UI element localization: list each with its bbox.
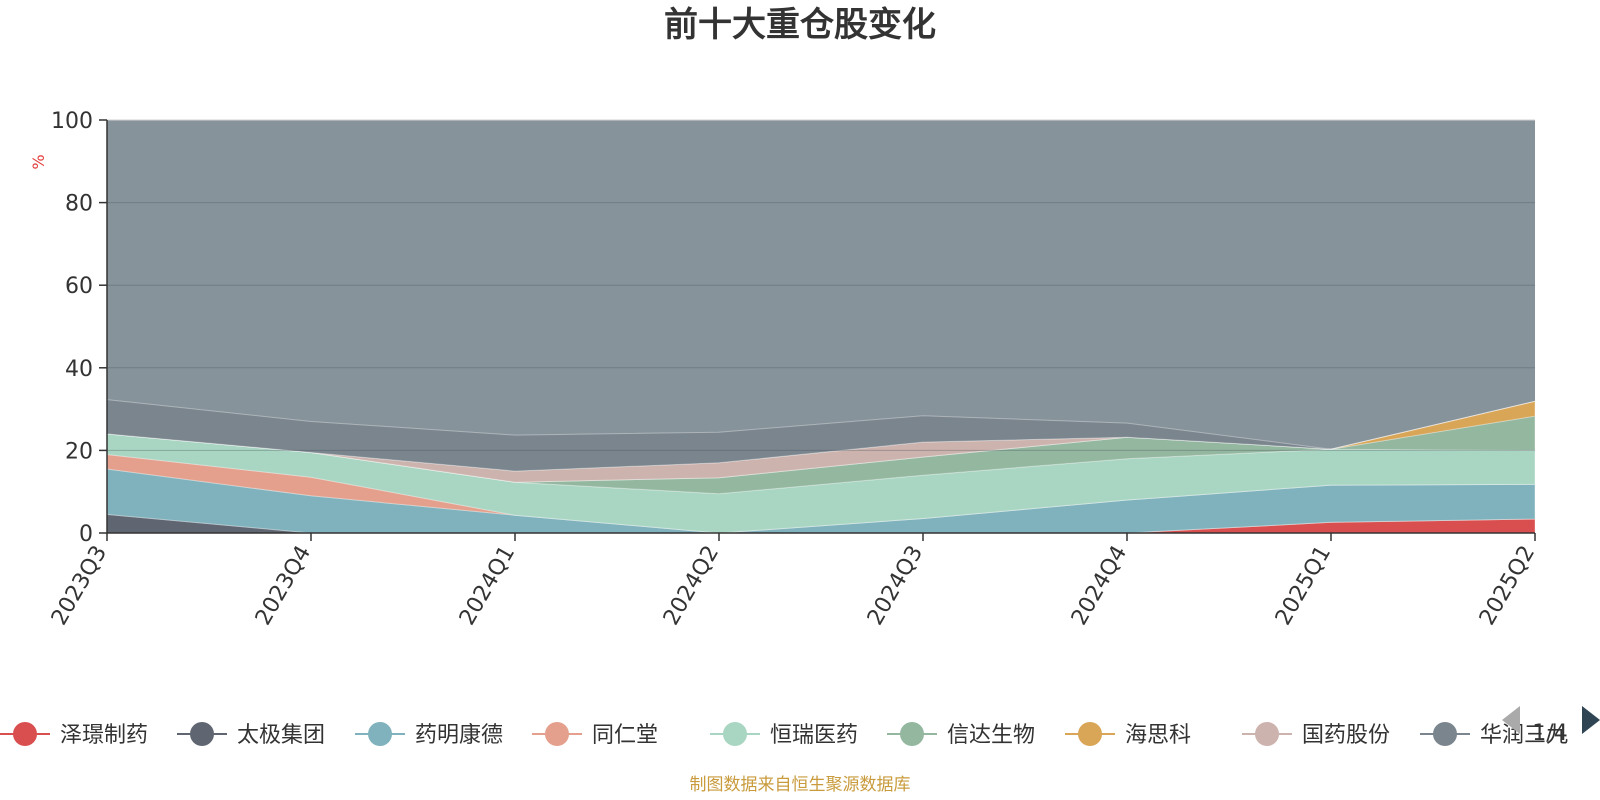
legend-marker-icon	[368, 722, 392, 746]
legend-marker-icon	[190, 722, 214, 746]
y-tick-label: 80	[65, 192, 93, 217]
legend-item-5[interactable]: 恒瑞医药	[710, 722, 858, 748]
x-tick-label: 2025Q2	[1475, 542, 1540, 630]
legend-item-9[interactable]: 华润三九	[1420, 722, 1568, 748]
legend-label: 同仁堂	[592, 723, 658, 748]
x-tick-label: 2024Q3	[863, 542, 928, 630]
y-tick-label: 20	[65, 439, 93, 464]
chart-title: 前十大重仓股变化	[664, 5, 936, 45]
legend-label: 国药股份	[1302, 723, 1390, 748]
y-axis-unit: %	[29, 154, 48, 169]
y-tick-label: 60	[65, 274, 93, 299]
axes	[99, 119, 1536, 541]
legend-prev-icon[interactable]	[1502, 706, 1520, 734]
x-tick-label: 2023Q4	[251, 542, 316, 630]
legend-label: 海思科	[1125, 723, 1191, 748]
legend-label: 泽璟制药	[60, 723, 148, 748]
legend-next-icon[interactable]	[1582, 706, 1600, 734]
legend-marker-icon	[545, 722, 569, 746]
legend-marker-icon	[1433, 722, 1457, 746]
legend-item-1[interactable]: 泽璟制药	[0, 722, 148, 748]
legend-item-6[interactable]: 信达生物	[887, 722, 1035, 748]
legend-item-2[interactable]: 太极集团	[177, 722, 325, 748]
legend-item-3[interactable]: 药明康德	[355, 722, 503, 748]
legend-marker-icon	[900, 722, 924, 746]
x-tick-label: 2025Q1	[1271, 542, 1336, 630]
legend-label: 恒瑞医药	[770, 723, 858, 748]
legend-item-7[interactable]: 海思科	[1065, 722, 1191, 748]
data-source-footnote: 制图数据来自恒生聚源数据库	[690, 775, 911, 795]
legend-label: 太极集团	[237, 723, 325, 748]
x-tick-label: 2023Q3	[47, 542, 112, 630]
legend-label: 药明康德	[415, 723, 503, 748]
y-tick-label: 0	[79, 522, 93, 547]
x-tick-label: 2024Q2	[659, 542, 724, 630]
y-tick-label: 40	[65, 357, 93, 382]
legend[interactable]: 泽璟制药 太极集团 药明康德 同仁堂 恒瑞医药 信达生物 海思科 国药股份 华润三九	[0, 722, 1568, 748]
legend-item-8[interactable]: 国药股份	[1242, 722, 1390, 748]
legend-marker-icon	[13, 722, 37, 746]
legend-page-indicator: 1/4	[1532, 721, 1567, 746]
legend-marker-icon	[1255, 722, 1279, 746]
legend-marker-icon	[1078, 722, 1102, 746]
legend-label: 信达生物	[947, 723, 1035, 748]
area-series-9[interactable]	[106, 399, 1536, 472]
x-tick-label: 2024Q1	[455, 542, 520, 630]
y-tick-label: 100	[51, 109, 93, 134]
area-layers	[106, 120, 1536, 534]
legend-marker-icon	[723, 722, 747, 746]
legend-pager[interactable]: 1/4	[1502, 706, 1600, 746]
legend-label: 华润三九	[1480, 723, 1568, 748]
x-tick-label: 2024Q4	[1067, 542, 1132, 630]
legend-item-4[interactable]: 同仁堂	[532, 722, 658, 748]
